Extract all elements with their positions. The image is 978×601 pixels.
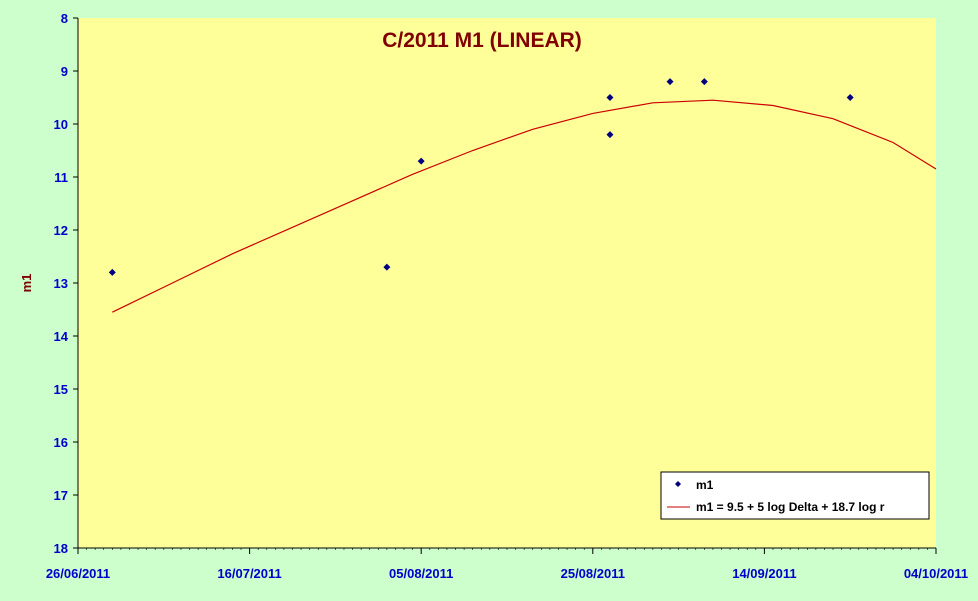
y-axis-label: m1 (19, 274, 34, 293)
y-tick-label: 18 (54, 541, 68, 556)
y-tick-label: 13 (54, 276, 68, 291)
y-tick-label: 15 (54, 382, 68, 397)
data-point (606, 131, 614, 139)
legend-box (660, 471, 930, 520)
x-ticks: 26/06/2011 16/07/2011 05/08/2011 25/08/2011… (46, 548, 968, 581)
y-tick-label: 16 (54, 435, 68, 450)
legend-diamond-marker (675, 481, 681, 487)
data-point (846, 94, 854, 101)
fit-line-layer (112, 99, 937, 313)
data-point (606, 94, 614, 101)
legend-label-points: m1 (696, 478, 714, 492)
data-point (108, 268, 116, 276)
data-point (417, 157, 425, 165)
data-point (700, 78, 708, 86)
x-tick-label: 16/07/2011 (217, 566, 281, 581)
y-tick-label: 11 (54, 170, 68, 185)
plot-area (78, 18, 936, 548)
data-point (383, 263, 391, 271)
data-point (666, 78, 674, 86)
x-tick-label: 26/06/2011 (46, 566, 110, 581)
y-ticks: 8 9 10 11 12 13 14 15 16 17 18 (54, 11, 78, 556)
y-tick-label: 17 (54, 488, 68, 503)
y-tick-label: 10 (54, 117, 68, 132)
y-tick-label: 9 (61, 64, 68, 79)
legend-label-fit: m1 = 9.5 + 5 log Delta + 18.7 log r (696, 500, 885, 514)
x-tick-label: 25/08/2011 (561, 566, 625, 581)
x-tick-label: 04/10/2011 (904, 566, 968, 581)
y-tick-label: 12 (54, 223, 68, 238)
fit-line (112, 99, 937, 313)
x-tick-label: 14/09/2011 (732, 566, 796, 581)
points-layer (108, 78, 854, 276)
legend: m1 m1 = 9.5 + 5 log Delta + 18.7 log r (660, 471, 930, 520)
x-tick-label: 05/08/2011 (389, 566, 453, 581)
y-tick-label: 14 (54, 329, 69, 344)
y-tick-label: 8 (61, 11, 68, 26)
chart-title: C/2011 M1 (LINEAR) (382, 29, 582, 52)
